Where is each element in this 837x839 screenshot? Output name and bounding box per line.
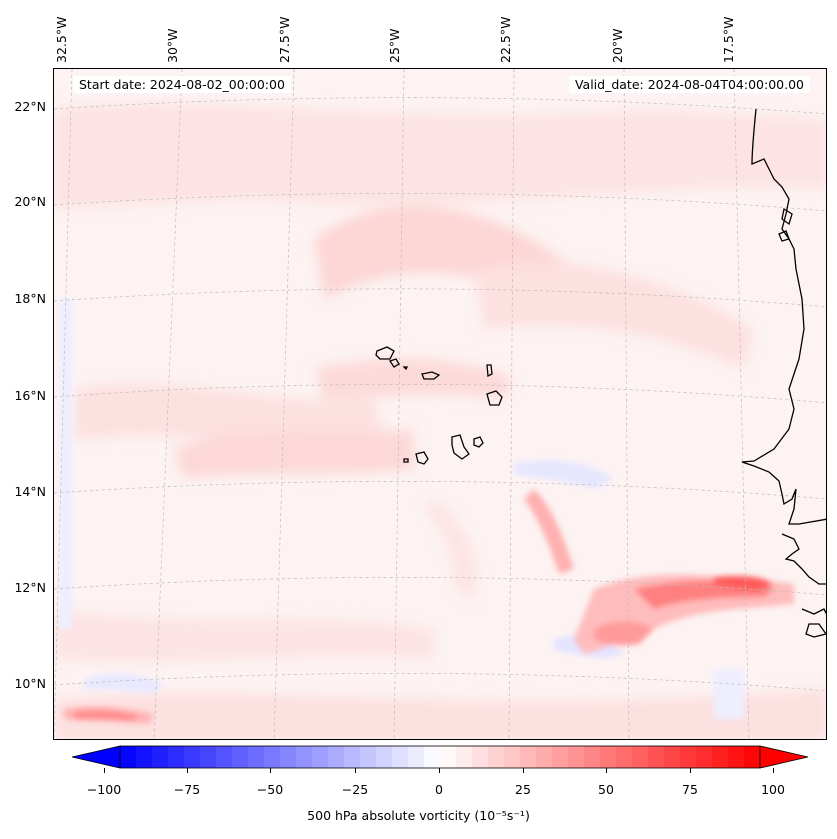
colorbar-cell — [408, 746, 425, 768]
vorticity-map — [53, 68, 827, 740]
colorbar-tick-label: 50 — [598, 782, 614, 797]
lat-label-22n: 22°N — [14, 99, 46, 114]
colorbar-cell — [360, 746, 377, 768]
weak-vorticity-bands — [54, 103, 826, 739]
lat-label-18n: 18°N — [14, 291, 46, 306]
lon-label-20w: 20°W — [610, 28, 625, 63]
colorbar-cell — [696, 746, 713, 768]
colorbar-tickmark — [773, 768, 774, 773]
valid-date-label: Valid_date: 2024-08-04T04:00:00.00 — [568, 76, 810, 93]
colorbar-cell — [200, 746, 217, 768]
lon-label-27-5w: 27.5°W — [277, 16, 292, 63]
colorbar-cell — [120, 746, 137, 768]
colorbar-cell — [488, 746, 505, 768]
colorbar-tick-label: 100 — [761, 782, 785, 797]
colorbar-cell — [568, 746, 585, 768]
colorbar-tickmark — [606, 768, 607, 773]
lat-label-10n: 10°N — [14, 676, 46, 691]
colorbar-tickmark — [355, 768, 356, 773]
colorbar-tick-label: −50 — [256, 782, 284, 797]
colorbar-cell — [392, 746, 409, 768]
lon-label-25w: 25°W — [387, 28, 402, 63]
colorbar-min-extend — [71, 745, 121, 769]
colorbar-cell — [168, 746, 185, 768]
colorbar-cell — [680, 746, 697, 768]
colorbar-tick-label: 25 — [515, 782, 531, 797]
lat-label-12n: 12°N — [14, 580, 46, 595]
colorbar-graphic — [71, 745, 809, 769]
colorbar-tick-label: 75 — [682, 782, 698, 797]
colorbar-cell — [248, 746, 265, 768]
colorbar-tickmark — [690, 768, 691, 773]
colorbar-tickmark — [187, 768, 188, 773]
colorbar-cell — [280, 746, 297, 768]
colorbar-max-extend — [759, 745, 809, 769]
start-date-label: Start date: 2024-08-02_00:00:00 — [73, 76, 291, 93]
colorbar-tick-label: 0 — [435, 782, 443, 797]
colorbar-cell — [296, 746, 313, 768]
colorbar-cell — [600, 746, 617, 768]
strong-vorticity-band — [64, 489, 794, 724]
lat-label-14n: 14°N — [14, 484, 46, 499]
colorbar-label: 500 hPa absolute vorticity (10⁻⁵s⁻¹) — [307, 808, 530, 823]
colorbar-cell — [520, 746, 537, 768]
colorbar-cell — [216, 746, 233, 768]
colorbar-cell — [312, 746, 329, 768]
graticule — [54, 69, 826, 739]
lon-label-30w: 30°W — [165, 28, 180, 63]
colorbar-cell — [616, 746, 633, 768]
colorbar-cell — [344, 746, 361, 768]
colorbar-cell — [648, 746, 665, 768]
colorbar-tick-label: −100 — [86, 782, 122, 797]
vorticity-field — [54, 69, 826, 739]
colorbar-cell — [424, 746, 441, 768]
colorbar-cell — [728, 746, 745, 768]
colorbar-cell — [328, 746, 345, 768]
coastline — [375, 108, 826, 638]
colorbar-tick-label: −75 — [173, 782, 201, 797]
lon-label-22-5w: 22.5°W — [498, 16, 513, 63]
colorbar-cell — [664, 746, 681, 768]
colorbar-cell — [440, 746, 457, 768]
colorbar-cell — [584, 746, 601, 768]
lat-label-20n: 20°N — [14, 194, 46, 209]
colorbar-tickmark — [270, 768, 271, 773]
colorbar-cell — [504, 746, 521, 768]
colorbar-tickmark — [523, 768, 524, 773]
lon-label-32-5w: 32.5°W — [54, 16, 69, 63]
colorbar-cell — [632, 746, 649, 768]
colorbar-cell — [552, 746, 569, 768]
colorbar-cell — [536, 746, 553, 768]
colorbar-tickmark — [104, 768, 105, 773]
colorbar-cell — [744, 746, 761, 768]
colorbar — [71, 745, 809, 769]
colorbar-cell — [232, 746, 249, 768]
colorbar-cell — [152, 746, 169, 768]
colorbar-cell — [376, 746, 393, 768]
colorbar-cell — [472, 746, 489, 768]
colorbar-cell — [184, 746, 201, 768]
lat-label-16n: 16°N — [14, 388, 46, 403]
colorbar-cell — [456, 746, 473, 768]
colorbar-cell — [712, 746, 729, 768]
colorbar-tickmark — [439, 768, 440, 773]
lon-label-17-5w: 17.5°W — [721, 16, 736, 63]
colorbar-cell — [136, 746, 153, 768]
colorbar-cell — [264, 746, 281, 768]
colorbar-tick-label: −25 — [341, 782, 369, 797]
